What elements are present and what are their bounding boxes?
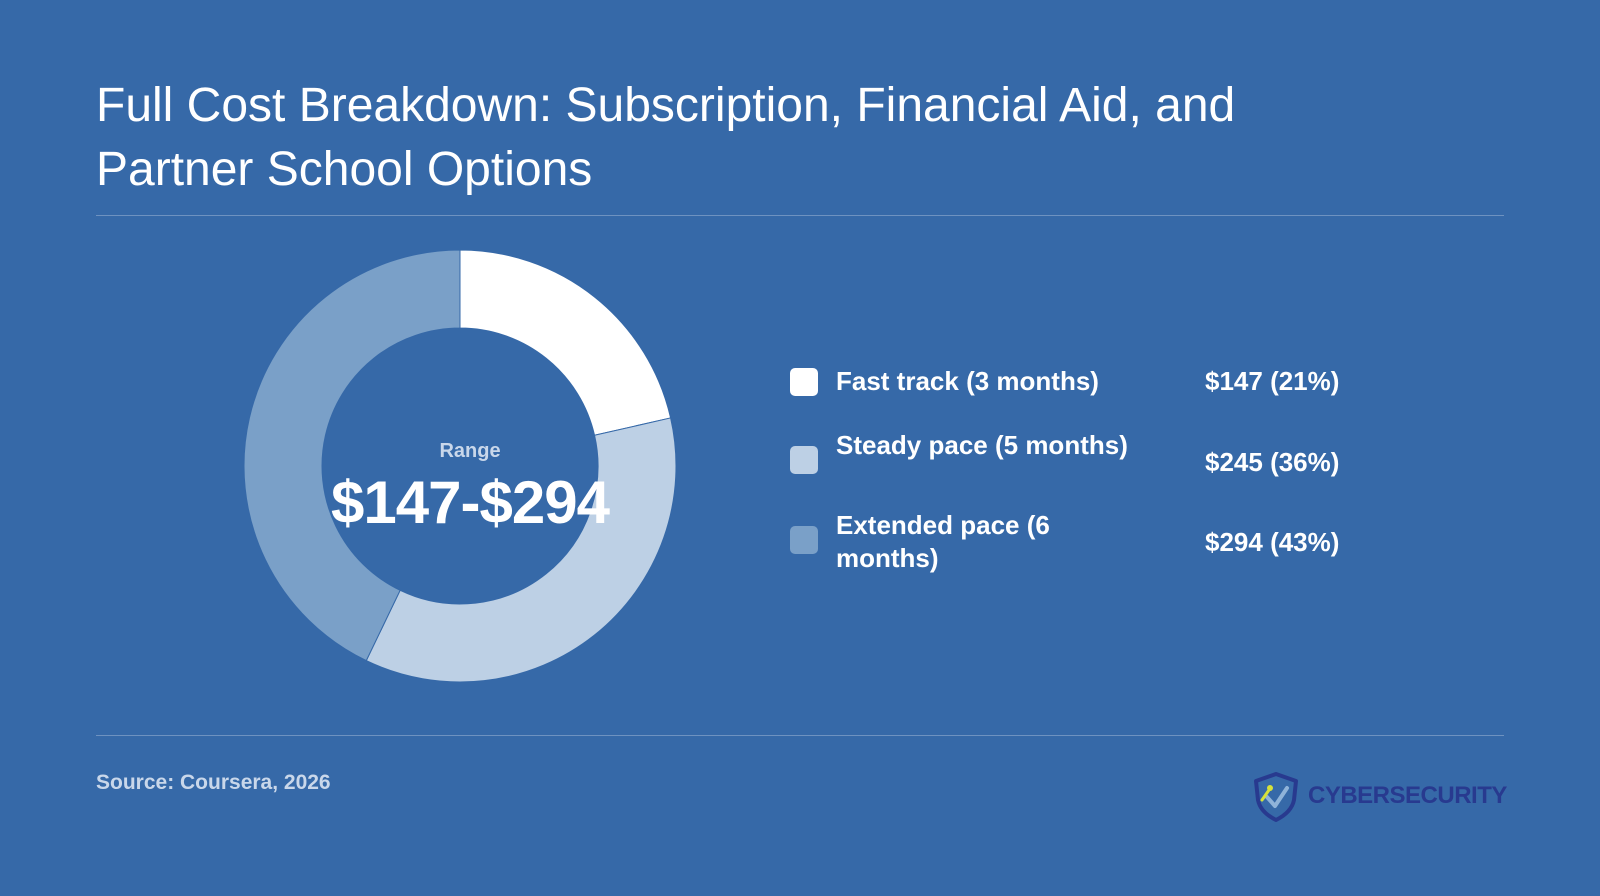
donut-center-label: Range	[439, 440, 501, 462]
donut-slice-fast-track	[459, 250, 672, 436]
top-divider	[96, 215, 1504, 216]
legend-item-steady-pace: Steady pace (5 months) $245 (36%)	[790, 430, 1390, 492]
brand-logo: CYBERSECURITY	[1250, 770, 1510, 826]
legend-swatch-steady-pace	[790, 446, 818, 474]
logo-text: CYBERSECURITY	[1308, 782, 1507, 809]
legend-label-fast-track: Fast track (3 months)	[836, 366, 1099, 396]
bottom-divider	[96, 735, 1504, 736]
chart-title: Full Cost Breakdown: Subscription, Finan…	[96, 79, 1236, 196]
legend-label-extended-pace: Extended pace (6 months)	[836, 510, 1050, 573]
legend-value-steady-pace: $245 (36%)	[1205, 447, 1340, 477]
donut-svg	[243, 250, 677, 683]
donut-slice-extended-pace	[243, 250, 461, 662]
legend-item-fast-track: Fast track (3 months) $147 (21%)	[790, 366, 1390, 426]
legend-swatch-fast-track	[790, 368, 818, 396]
donut-center-value: $147-$294	[331, 469, 610, 536]
legend-label-steady-pace: Steady pace (5 months)	[836, 430, 1128, 460]
legend-value-extended-pace: $294 (43%)	[1205, 527, 1340, 557]
donut-slice-steady-pace	[365, 417, 677, 683]
legend-swatch-extended-pace	[790, 526, 818, 554]
legend-value-fast-track: $147 (21%)	[1205, 366, 1340, 396]
source-note: Source: Coursera, 2026	[96, 771, 331, 794]
donut-chart: Range $147-$294	[240, 250, 700, 710]
legend-item-extended-pace: Extended pace (6 months) $294 (43%)	[790, 510, 1390, 573]
shield-icon	[1254, 772, 1298, 822]
